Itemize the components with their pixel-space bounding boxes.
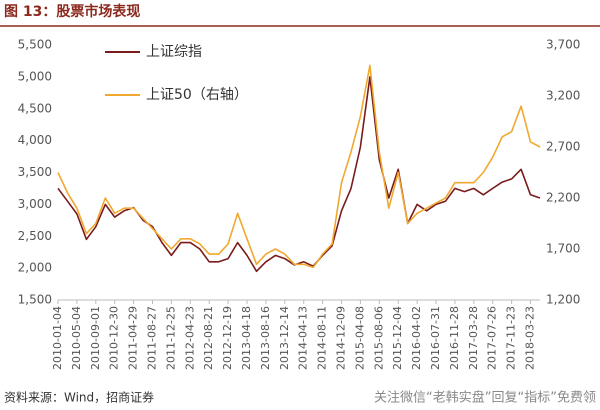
series-line (57, 64, 541, 269)
legend-label: 上证综指 (146, 44, 202, 60)
x-tick-label: 2015-08-06 (372, 306, 385, 370)
x-tick-label: 2010-12-30 (108, 306, 121, 370)
x-tick-label: 2017-07-26 (486, 306, 499, 370)
x-tick-label: 2016-11-28 (448, 306, 461, 370)
x-tick-label: 2018-03-23 (524, 306, 537, 370)
x-tick-label: 2014-12-09 (335, 306, 348, 370)
x-tick-label: 2014-08-11 (316, 306, 329, 370)
y-tick-label: 1,500 (18, 293, 52, 307)
watermark: 关注微信“老韩实盘”回复“指标”免费领 (374, 390, 596, 406)
x-tick-label: 2014-04-13 (297, 306, 310, 370)
y2-tick-label: 2,200 (546, 191, 580, 205)
y2-tick-label: 1,700 (546, 242, 580, 256)
x-tick-label: 2013-04-18 (240, 306, 253, 370)
x-tick-label: 2012-12-19 (221, 306, 234, 370)
y-tick-label: 2,000 (18, 261, 52, 275)
x-tick-label: 2015-04-08 (353, 306, 366, 370)
y2-tick-label: 1,200 (546, 293, 580, 307)
x-tick-label: 2011-08-27 (146, 306, 159, 370)
x-tick-label: 2015-12-04 (391, 306, 404, 370)
y-tick-label: 3,000 (18, 197, 52, 211)
y2-tick-label: 3,700 (546, 38, 580, 52)
y-tick-label: 5,000 (18, 69, 52, 83)
x-tick-label: 2016-07-31 (429, 306, 442, 370)
x-tick-label: 2016-04-02 (410, 306, 423, 370)
x-tick-label: 2010-05-04 (70, 306, 83, 370)
series-line (57, 76, 541, 273)
x-tick-label: 2017-11-23 (505, 306, 518, 370)
y-tick-label: 4,000 (18, 133, 52, 147)
x-tick-label: 2011-04-29 (127, 306, 140, 370)
y-tick-label: 4,500 (18, 101, 52, 115)
x-tick-label: 2013-12-14 (278, 306, 291, 370)
y-tick-label: 5,500 (18, 38, 52, 52)
x-tick-label: 2013-08-16 (259, 306, 272, 370)
y2-tick-label: 2,700 (546, 140, 580, 154)
y2-tick-label: 3,200 (546, 89, 580, 103)
x-tick-label: 2010-01-04 (51, 306, 64, 370)
chart-title: 图 13：股票市场表现 (4, 3, 140, 20)
y-tick-label: 3,500 (18, 165, 52, 179)
x-tick-label: 2012-08-21 (202, 306, 215, 370)
x-tick-label: 2011-12-25 (164, 306, 177, 370)
x-tick-label: 2012-04-23 (183, 306, 196, 370)
x-tick-label: 2010-09-01 (89, 306, 102, 370)
source-note: 资料来源：Wind，招商证券 (4, 390, 154, 405)
y-tick-label: 2,500 (18, 229, 52, 243)
x-tick-label: 2017-03-28 (467, 306, 480, 370)
legend-label: 上证50（右轴） (146, 87, 248, 103)
